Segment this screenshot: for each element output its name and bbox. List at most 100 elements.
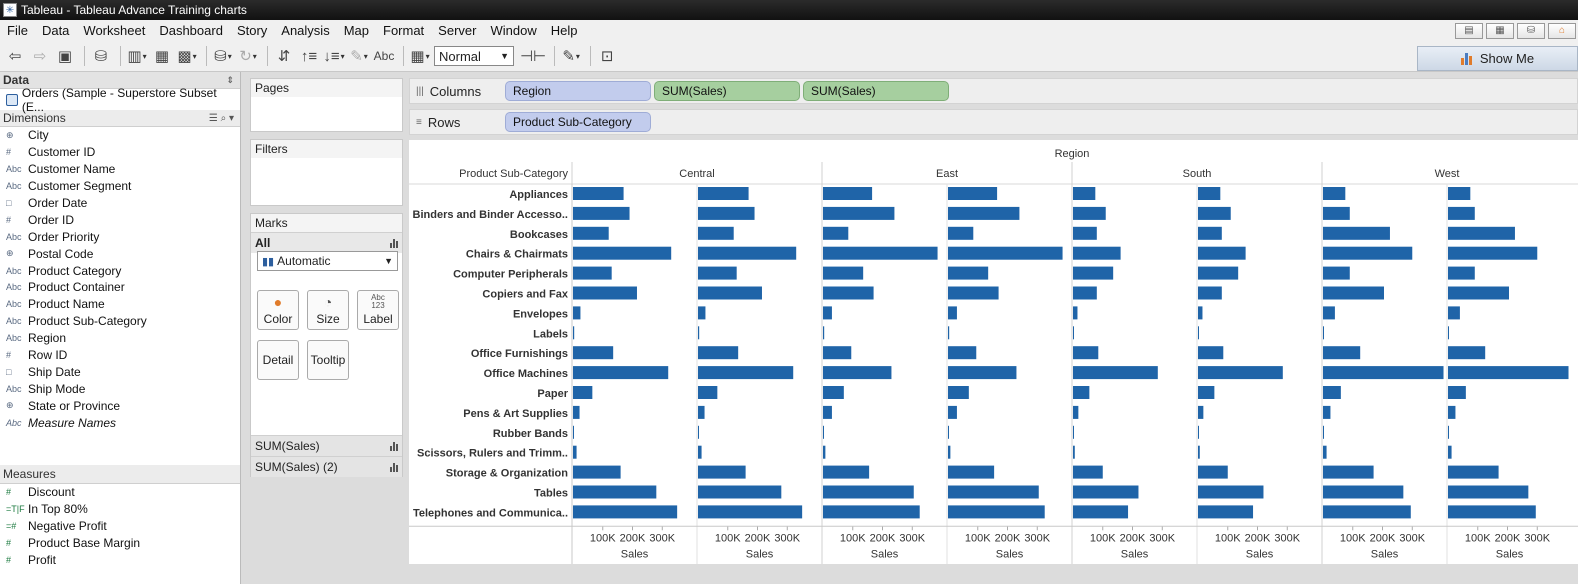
color-button[interactable]: ● Color: [257, 290, 299, 330]
toolbar-separator: [590, 46, 592, 66]
field-state-or-province[interactable]: ⊕ State or Province: [0, 397, 240, 414]
field-ship-date[interactable]: □ Ship Date: [0, 363, 240, 380]
field-product-sub-category[interactable]: Abc Product Sub-Category: [0, 313, 240, 330]
bar-south-15: [1198, 485, 1264, 499]
bar-central-10: [573, 386, 593, 399]
field-order-date[interactable]: □ Order Date: [0, 195, 240, 212]
field-negative-profit[interactable]: =# Negative Profit: [0, 518, 240, 535]
field-row-id[interactable]: # Row ID: [0, 347, 240, 364]
duplicate-sheet-icon[interactable]: ▦: [154, 48, 170, 65]
home-icon[interactable]: ⌂: [1548, 22, 1576, 39]
data-source-icon[interactable]: ⛁: [1517, 22, 1545, 39]
bar-east-0: [823, 187, 873, 200]
bar-east-6: [948, 306, 957, 320]
tick-label: 100K: [590, 532, 616, 544]
fit-select[interactable]: Normal ▼: [434, 46, 514, 66]
new-data-source-icon[interactable]: ⛁: [94, 48, 108, 65]
field-order-priority[interactable]: Abc Order Priority: [0, 228, 240, 245]
show-me-button[interactable]: Show Me: [1417, 46, 1578, 71]
bar-central-14: [698, 465, 746, 479]
save-icon[interactable]: ▣: [57, 48, 73, 65]
pill-region[interactable]: Region: [505, 81, 651, 101]
bar-east-1: [823, 206, 895, 220]
group-icon[interactable]: ▦ ▾: [410, 48, 430, 65]
label-button[interactable]: Abc 123 Label: [357, 290, 399, 330]
field-discount[interactable]: # Discount: [0, 484, 240, 501]
tooltip-button[interactable]: Tooltip: [307, 340, 349, 380]
highlight-icon[interactable]: ✎ ▾: [350, 48, 368, 65]
swap-icon[interactable]: ⇵: [277, 48, 291, 65]
detail-button[interactable]: Detail: [257, 340, 299, 380]
menu-worksheet[interactable]: Worksheet: [83, 23, 146, 38]
field-postal-code[interactable]: ⊕ Postal Code: [0, 245, 240, 262]
tick-label: 300K: [899, 532, 925, 544]
field-city[interactable]: ⊕ City: [0, 127, 240, 144]
new-worksheet-icon[interactable]: ▥ ▾: [127, 48, 147, 65]
menu-map[interactable]: Map: [343, 23, 369, 38]
menu-help[interactable]: Help: [550, 23, 578, 38]
menu-file[interactable]: File: [7, 23, 28, 38]
field-label: Customer Name: [28, 162, 116, 177]
annotate-icon[interactable]: ✎ ▾: [562, 48, 580, 65]
field-label: City: [28, 128, 49, 143]
refresh-icon[interactable]: ↻ ▾: [239, 48, 257, 65]
field-product-category[interactable]: Abc Product Category: [0, 262, 240, 279]
forward-arrow-icon[interactable]: ⇨: [33, 48, 47, 65]
sort-ascending-icon[interactable]: ↑≡: [300, 47, 318, 65]
rows-icon: ≡: [416, 116, 422, 128]
field-ship-mode[interactable]: Abc Ship Mode: [0, 380, 240, 397]
fix-axes-icon[interactable]: ⊣⊢: [520, 48, 547, 65]
show-labels-icon[interactable]: Abc: [373, 49, 395, 63]
field-label: Negative Profit: [28, 519, 107, 534]
pill-sum-sales[interactable]: SUM(Sales): [654, 81, 800, 101]
mark-type-select[interactable]: ▮▮ Automatic ▼: [257, 251, 398, 271]
menu-story[interactable]: Story: [236, 23, 268, 38]
field-measure-names[interactable]: Abc Measure Names: [0, 414, 240, 431]
columns-shelf[interactable]: ||| Columns Region SUM(Sales) SUM(Sales): [409, 78, 1578, 104]
field-profit[interactable]: # Profit: [0, 552, 240, 569]
menu-format[interactable]: Format: [383, 23, 425, 38]
search-icon[interactable]: ☰ ⌕ ▾: [208, 112, 234, 124]
bar-east-10: [948, 386, 969, 399]
field-customer-segment[interactable]: Abc Customer Segment: [0, 178, 240, 195]
tiles-view-icon[interactable]: ▦: [1486, 22, 1514, 39]
pill-product-sub-category[interactable]: Product Sub-Category: [505, 112, 651, 132]
bar-east-16: [823, 505, 920, 519]
field-in-top-80-[interactable]: =T|F In Top 80%: [0, 501, 240, 518]
field-order-id[interactable]: # Order ID: [0, 211, 240, 228]
field-region[interactable]: Abc Region: [0, 330, 240, 347]
worksheet-view-icon[interactable]: ▤: [1455, 22, 1483, 39]
category-label: Tables: [534, 488, 568, 500]
size-button[interactable]: ◔ Size: [307, 290, 349, 330]
sort-icon[interactable]: ⇕: [226, 74, 234, 85]
field-product-container[interactable]: Abc Product Container: [0, 279, 240, 296]
field-customer-id[interactable]: # Customer ID: [0, 144, 240, 161]
sort-descending-icon[interactable]: ↓≡ ▾: [323, 47, 345, 65]
field-customer-name[interactable]: Abc Customer Name: [0, 161, 240, 178]
pill-sum-sales-2[interactable]: SUM(Sales): [803, 81, 949, 101]
chevron-down-icon: ▼: [384, 256, 393, 266]
field-product-name[interactable]: Abc Product Name: [0, 296, 240, 313]
pages-card[interactable]: Pages: [250, 78, 403, 132]
data-source-item[interactable]: Orders (Sample - Superstore Subset (E...: [0, 86, 240, 114]
filters-card[interactable]: Filters: [250, 139, 403, 206]
category-label: Scissors, Rulers and Trimm..: [417, 448, 568, 460]
clear-sheet-icon[interactable]: ▩ ▾: [177, 48, 197, 65]
rows-shelf[interactable]: ≡ Rows Product Sub-Category: [409, 109, 1578, 135]
field-product-base-margin[interactable]: # Product Base Margin: [0, 535, 240, 552]
menu-analysis[interactable]: Analysis: [281, 23, 330, 38]
menu-window[interactable]: Window: [490, 23, 537, 38]
pause-updates-icon[interactable]: ⛁ ▾: [214, 48, 232, 65]
presentation-mode-icon[interactable]: ⊡: [600, 48, 614, 65]
marks-sum-sales-row[interactable]: SUM(Sales): [251, 435, 402, 456]
tick-label: 300K: [1524, 532, 1550, 544]
menu-data[interactable]: Data: [41, 23, 70, 38]
marks-all-row[interactable]: All: [251, 232, 402, 253]
menu-server[interactable]: Server: [438, 23, 477, 38]
marks-sum-sales-2-row[interactable]: SUM(Sales) (2): [251, 456, 402, 477]
menu-dashboard[interactable]: Dashboard: [159, 23, 223, 38]
menu-bar: File Data Worksheet Dashboard Story Analysis M…: [0, 20, 1578, 41]
back-arrow-icon[interactable]: ⇦: [8, 48, 22, 65]
bar-central-15: [573, 485, 657, 499]
bar-east-5: [948, 286, 999, 300]
